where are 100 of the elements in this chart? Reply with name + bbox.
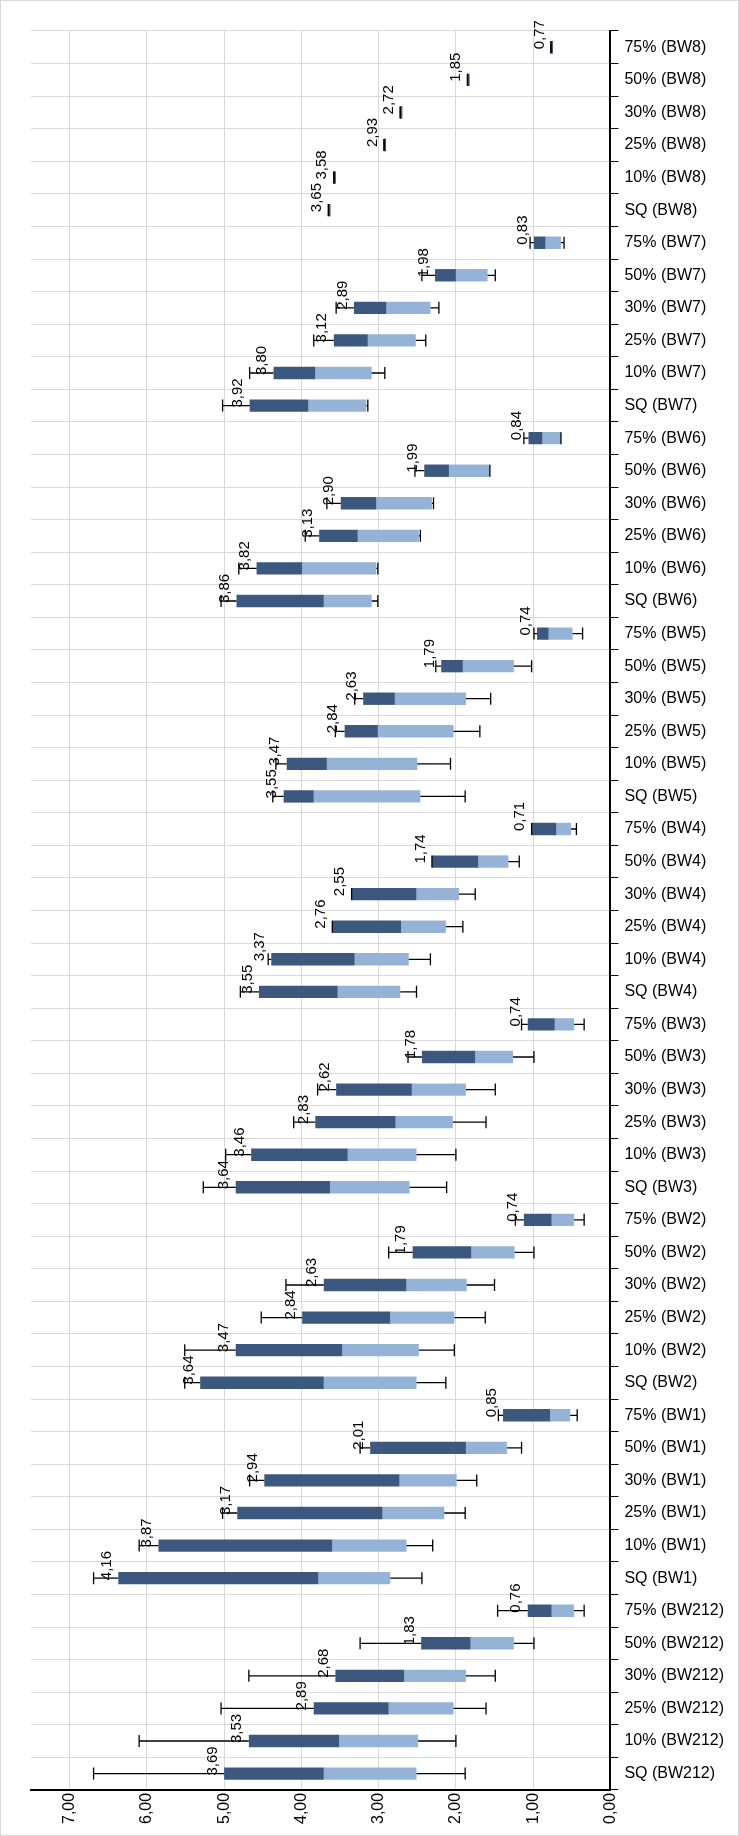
y-tick-label: 25% (BW6) [624, 526, 707, 544]
annotation: 3,17 [215, 1485, 233, 1515]
y-tick-label: 10% (BW212) [624, 1731, 724, 1749]
annotation: 3,55 [262, 769, 280, 799]
annotation: 1,99 [402, 443, 420, 473]
annotation: 2,76 [310, 899, 328, 929]
annotation: 3,47 [214, 1322, 232, 1353]
annotation: 3,46 [229, 1127, 247, 1157]
annotation: 1,83 [399, 1616, 417, 1646]
annotation: 3,58 [312, 150, 330, 180]
y-tick-label: 50% (BW7) [624, 265, 707, 283]
y-tick-label: SQ (BW6) [624, 591, 698, 609]
y-tick-label: 50% (BW5) [624, 656, 707, 674]
y-tick-label: 30% (BW4) [624, 884, 707, 902]
annotation: 3,65 [307, 182, 325, 213]
y-tick-label: SQ (BW7) [624, 395, 698, 413]
x-tick-label: 4,00 [291, 1792, 309, 1824]
annotation: 3,87 [137, 1518, 155, 1548]
annotation: 2,90 [319, 476, 337, 506]
annotation: 2,63 [302, 1257, 320, 1287]
annotation: 3,13 [297, 508, 315, 538]
annotation: 4,16 [96, 1550, 114, 1581]
y-tick-label: 50% (BW8) [624, 70, 707, 88]
y-tick-label: 50% (BW3) [624, 1047, 707, 1065]
annotation: 3,47 [265, 736, 283, 766]
y-tick-label: SQ (BW5) [624, 786, 698, 804]
y-tick-label: 10% (BW1) [624, 1535, 707, 1553]
y-tick-label: 30% (BW5) [624, 689, 707, 707]
annotation: 3,37 [249, 932, 267, 962]
y-tick-label: SQ (BW3) [624, 1177, 698, 1195]
y-tick-label: 30% (BW7) [624, 298, 707, 316]
annotation: 1,79 [419, 638, 437, 669]
y-tick-label: 25% (BW4) [624, 917, 707, 935]
annotation: 3,64 [214, 1160, 232, 1190]
y-tick-label: 75% (BW212) [624, 1601, 724, 1619]
annotation: 3,53 [227, 1713, 245, 1743]
y-tick-label: 75% (BW2) [624, 1210, 707, 1228]
y-tick-label: 75% (BW5) [624, 623, 707, 641]
annotation: 0,74 [515, 606, 533, 636]
y-tick-label: 25% (BW7) [624, 330, 707, 348]
y-tick-label: 30% (BW3) [624, 1079, 707, 1097]
annotation: 0,74 [506, 997, 524, 1027]
annotation: 2,63 [341, 671, 359, 701]
annotation: 3,92 [228, 378, 246, 408]
y-tick-label: 10% (BW2) [624, 1340, 707, 1358]
x-tick-label: 2,00 [446, 1792, 464, 1824]
annotation: 1,79 [391, 1225, 409, 1255]
y-tick-label: 50% (BW212) [624, 1633, 724, 1651]
annotation: 1,74 [410, 834, 428, 864]
annotation: 0,71 [510, 801, 528, 831]
y-tick-label: 10% (BW7) [624, 363, 707, 381]
y-tick-label: 10% (BW4) [624, 949, 707, 967]
annotation: 2,68 [314, 1648, 332, 1678]
y-tick-label: 25% (BW1) [624, 1503, 707, 1521]
y-tick-label: 75% (BW3) [624, 1014, 707, 1032]
y-tick-label: SQ (BW4) [624, 982, 698, 1000]
annotation: 0,74 [502, 1192, 520, 1222]
annotation: 0,85 [481, 1388, 499, 1418]
y-tick-label: 25% (BW2) [624, 1307, 707, 1325]
x-tick-label: 6,00 [137, 1792, 155, 1824]
y-tick-label: 25% (BW212) [624, 1698, 724, 1716]
y-tick-label: 10% (BW6) [624, 558, 707, 576]
annotation: 3,80 [252, 345, 270, 375]
annotation: 3,69 [202, 1746, 220, 1776]
annotation: 3,82 [235, 541, 253, 571]
y-tick-label: 10% (BW8) [624, 167, 707, 185]
y-tick-label: 25% (BW8) [624, 135, 707, 153]
y-tick-label: SQ (BW212) [624, 1763, 716, 1781]
annotation: 1,98 [413, 248, 431, 278]
y-tick-label: SQ (BW1) [624, 1568, 698, 1586]
x-tick-label: 3,00 [369, 1792, 387, 1824]
y-tick-label: 50% (BW2) [624, 1242, 707, 1260]
annotation: 0,77 [529, 20, 547, 50]
annotation: 2,84 [323, 704, 341, 734]
y-tick-label: 25% (BW3) [624, 1112, 707, 1130]
annotation: 2,89 [332, 280, 350, 310]
annotation: 3,12 [312, 313, 330, 343]
annotation: 1,85 [446, 52, 464, 82]
y-tick-label: 75% (BW7) [624, 233, 707, 251]
x-tick-label: 5,00 [214, 1792, 232, 1824]
y-tick-label: 50% (BW4) [624, 851, 707, 869]
y-tick-label: 30% (BW212) [624, 1666, 724, 1684]
y-tick-label: SQ (BW2) [624, 1373, 698, 1391]
y-tick-label: 25% (BW5) [624, 721, 707, 739]
y-tick-label: 30% (BW6) [624, 493, 707, 511]
x-tick-label: 0,00 [600, 1792, 618, 1824]
annotation: 3,64 [178, 1355, 196, 1385]
annotation: 1,78 [400, 1029, 418, 1059]
y-tick-label: 75% (BW8) [624, 37, 707, 55]
annotation: 0,84 [507, 410, 525, 441]
annotation: 2,83 [293, 1094, 311, 1125]
annotation: 2,72 [378, 85, 396, 115]
y-tick-label: 75% (BW1) [624, 1405, 707, 1423]
x-tick-label: 7,00 [60, 1792, 78, 1824]
y-tick-label: 10% (BW3) [624, 1145, 707, 1163]
y-tick-label: 75% (BW4) [624, 819, 707, 837]
y-tick-label: 30% (BW1) [624, 1470, 707, 1488]
y-tick-label: 75% (BW6) [624, 428, 707, 446]
annotation: 2,01 [348, 1420, 366, 1450]
annotation: 0,83 [512, 215, 530, 245]
